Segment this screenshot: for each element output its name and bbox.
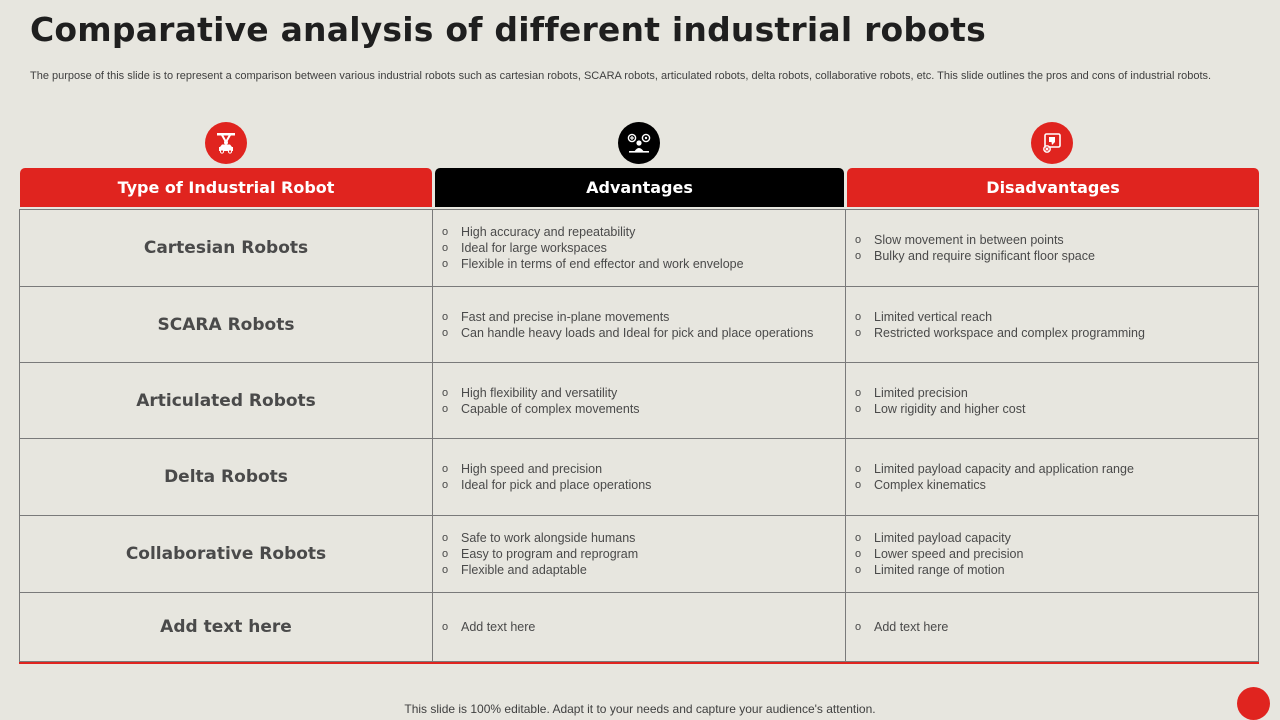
table-row: Cartesian Robots High accuracy and repea…: [19, 209, 1259, 287]
comparison-table: Cartesian Robots High accuracy and repea…: [19, 209, 1259, 664]
list-item: Low rigidity and higher cost: [855, 401, 1025, 417]
page-subtitle: The purpose of this slide is to represen…: [30, 70, 1212, 82]
list-item: Capable of complex movements: [442, 401, 640, 417]
advantages-list: High accuracy and repeatability Ideal fo…: [433, 224, 744, 272]
list-item: Flexible in terms of end effector and wo…: [442, 256, 744, 272]
disadvantages-cell: Limited payload capacity Lower speed and…: [845, 515, 1259, 593]
list-item: Ideal for pick and place operations: [442, 477, 651, 493]
table-row: Collaborative Robots Safe to work alongs…: [19, 515, 1259, 593]
disadvantages-cell: Limited payload capacity and application…: [845, 438, 1259, 516]
disadvantages-list: Limited payload capacity Lower speed and…: [846, 530, 1023, 578]
list-item: Limited range of motion: [855, 562, 1023, 578]
list-item: High flexibility and versatility: [442, 385, 640, 401]
page-title: Comparative analysis of different indust…: [30, 10, 986, 49]
table-row: Add text here Add text here Add text her…: [19, 592, 1259, 662]
team-skills-icon: [618, 122, 660, 164]
column-header-type: Type of Industrial Robot: [20, 168, 432, 207]
advantages-cell: High flexibility and versatility Capable…: [432, 362, 846, 439]
column-header-disadvantages: Disadvantages: [847, 168, 1259, 207]
advantages-cell: Fast and precise in-plane movements Can …: [432, 286, 846, 363]
footer-note: This slide is 100% editable. Adapt it to…: [404, 702, 876, 716]
list-item: Lower speed and precision: [855, 546, 1023, 562]
list-item: Ideal for large workspaces: [442, 240, 744, 256]
advantages-cell: Safe to work alongside humans Easy to pr…: [432, 515, 846, 593]
disadvantages-list: Limited vertical reach Restricted worksp…: [846, 309, 1145, 341]
advantages-list: Safe to work alongside humans Easy to pr…: [433, 530, 638, 578]
disadvantages-cell: Limited vertical reach Restricted worksp…: [845, 286, 1259, 363]
advantages-cell: High accuracy and repeatability Ideal fo…: [432, 209, 846, 287]
thumbs-down-icon: [1031, 122, 1073, 164]
robot-arm-icon: [205, 122, 247, 164]
robot-type-cell: Delta Robots: [19, 438, 433, 516]
list-item: Slow movement in between points: [855, 232, 1095, 248]
list-item: Bulky and require significant floor spac…: [855, 248, 1095, 264]
list-item: High speed and precision: [442, 461, 651, 477]
robot-type-cell: Articulated Robots: [19, 362, 433, 439]
decorative-dot: [1237, 687, 1270, 720]
advantages-list: High flexibility and versatility Capable…: [433, 385, 640, 417]
list-item: Limited precision: [855, 385, 1025, 401]
advantages-list: Add text here: [433, 619, 535, 635]
list-item: Safe to work alongside humans: [442, 530, 638, 546]
disadvantages-cell: Slow movement in between points Bulky an…: [845, 209, 1259, 287]
robot-type: Add text here: [160, 617, 292, 637]
list-item: Restricted workspace and complex program…: [855, 325, 1145, 341]
list-item: Complex kinematics: [855, 477, 1134, 493]
disadvantages-cell: Add text here: [845, 592, 1259, 662]
robot-type: Delta Robots: [164, 467, 288, 487]
disadvantages-cell: Limited precision Low rigidity and highe…: [845, 362, 1259, 439]
disadvantages-list: Limited precision Low rigidity and highe…: [846, 385, 1025, 417]
table-row: Articulated Robots High flexibility and …: [19, 362, 1259, 439]
table-row: SCARA Robots Fast and precise in-plane m…: [19, 286, 1259, 363]
robot-type-cell: SCARA Robots: [19, 286, 433, 363]
robot-type-cell: Add text here: [19, 592, 433, 662]
advantages-list: High speed and precision Ideal for pick …: [433, 461, 651, 493]
table-row: Delta Robots High speed and precision Id…: [19, 438, 1259, 516]
list-item: Can handle heavy loads and Ideal for pic…: [442, 325, 813, 341]
list-item: Flexible and adaptable: [442, 562, 638, 578]
robot-type-cell: Collaborative Robots: [19, 515, 433, 593]
disadvantages-list: Add text here: [846, 619, 948, 635]
advantages-list: Fast and precise in-plane movements Can …: [433, 309, 813, 341]
list-item: High accuracy and repeatability: [442, 224, 744, 240]
list-item: Add text here: [442, 619, 535, 635]
robot-type: Articulated Robots: [136, 390, 316, 411]
column-header-advantages: Advantages: [435, 168, 844, 207]
list-item: Fast and precise in-plane movements: [442, 309, 813, 325]
advantages-cell: High speed and precision Ideal for pick …: [432, 438, 846, 516]
robot-type: Collaborative Robots: [125, 544, 327, 564]
disadvantages-list: Slow movement in between points Bulky an…: [846, 232, 1095, 264]
disadvantages-list: Limited payload capacity and application…: [846, 461, 1134, 493]
list-item: Add text here: [855, 619, 948, 635]
advantages-cell: Add text here: [432, 592, 846, 662]
list-item: Limited vertical reach: [855, 309, 1145, 325]
list-item: Easy to program and reprogram: [442, 546, 638, 562]
list-item: Limited payload capacity: [855, 530, 1023, 546]
robot-type: Cartesian Robots: [143, 238, 309, 258]
list-item: Limited payload capacity and application…: [855, 461, 1134, 477]
robot-type-cell: Cartesian Robots: [19, 209, 433, 287]
robot-type: SCARA Robots: [157, 314, 295, 335]
